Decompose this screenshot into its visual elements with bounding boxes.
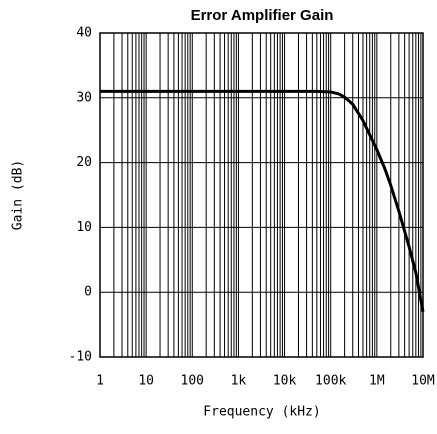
y-tick-label: 10 xyxy=(76,220,92,235)
plot-frame xyxy=(99,32,424,358)
y-tick-label: -10 xyxy=(69,350,92,365)
x-tick-label: 10 xyxy=(138,374,154,389)
y-tick-label: 30 xyxy=(76,90,92,105)
y-tick-label: 40 xyxy=(76,26,92,41)
y-axis-label: Gain (dB) xyxy=(11,160,26,230)
x-tick-label: 100k xyxy=(315,374,346,389)
x-tick-label: 10M xyxy=(411,374,435,389)
x-axis-label: Frequency (kHz) xyxy=(203,405,320,420)
y-tick-label: 0 xyxy=(84,285,92,300)
chart-title: Error Amplifier Gain xyxy=(191,7,334,24)
y-tick-label: 20 xyxy=(76,155,92,170)
x-tick-label: 1 xyxy=(96,374,104,389)
x-tick-label: 10k xyxy=(273,374,297,389)
data-line xyxy=(100,89,425,312)
x-tick-label: 1M xyxy=(369,374,385,389)
x-tick-label: 100 xyxy=(181,374,204,389)
x-tick-label: 1k xyxy=(231,374,247,389)
